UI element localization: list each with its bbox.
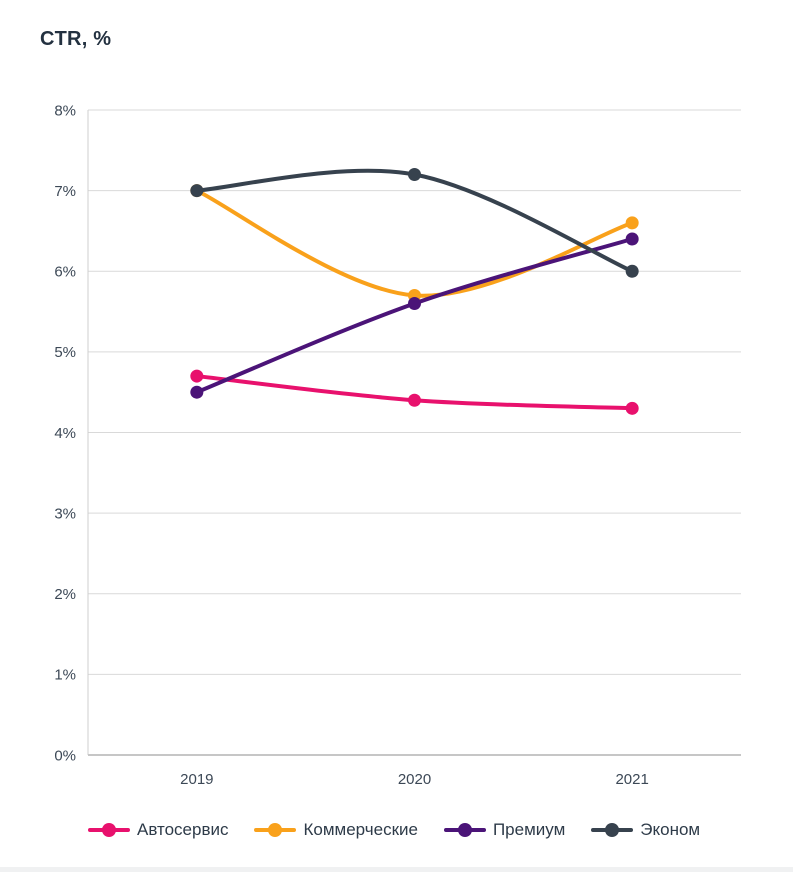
x-tick-label: 2019 xyxy=(180,771,213,788)
legend-label: Премиум xyxy=(492,820,566,839)
legend-dot xyxy=(268,823,283,837)
data-point[interactable] xyxy=(625,264,639,278)
y-tick-label: 7% xyxy=(54,183,76,200)
legend-line-dot-icon xyxy=(443,823,486,837)
y-tick-label: 1% xyxy=(54,667,76,684)
data-point[interactable] xyxy=(625,401,639,415)
legend-dot xyxy=(605,823,620,837)
legend-item[interactable]: Коммерческие xyxy=(254,820,418,840)
data-point[interactable] xyxy=(190,184,204,198)
ctr-line-chart: 0% 1% 2% 3% 4% 5% 6% 7% 8% 2019 2020 2021 xyxy=(54,102,741,788)
data-point[interactable] xyxy=(408,393,421,407)
legend-label: Автосервис xyxy=(137,820,229,839)
chart-title: CTR, % xyxy=(40,28,112,50)
y-tick-label: 5% xyxy=(54,344,76,361)
y-tick-label: 6% xyxy=(54,264,76,281)
data-point[interactable] xyxy=(190,369,204,383)
legend-label: Эконом xyxy=(640,820,701,839)
x-tick-label: 2020 xyxy=(398,771,431,788)
legend-label: Коммерческие xyxy=(303,820,418,839)
y-tick-label: 3% xyxy=(54,505,76,522)
legend-line-dot-icon xyxy=(591,823,634,837)
legend-item[interactable]: Премиум xyxy=(443,820,566,840)
data-point[interactable] xyxy=(190,385,204,399)
y-tick-label: 4% xyxy=(54,425,76,442)
x-tick-label: 2021 xyxy=(615,771,648,788)
data-point[interactable] xyxy=(408,168,421,181)
legend-dot xyxy=(102,823,116,837)
y-tick-label: 2% xyxy=(54,586,76,603)
data-point[interactable] xyxy=(625,216,639,230)
legend-line-dot-icon xyxy=(88,823,130,837)
series-line xyxy=(194,188,635,298)
y-tick-label: 8% xyxy=(54,102,76,119)
legend-line-dot-icon xyxy=(254,823,297,837)
bottom-divider xyxy=(0,867,793,872)
legend-item[interactable]: Эконом xyxy=(591,820,700,840)
legend-item[interactable]: Автосервис xyxy=(88,820,228,840)
data-point[interactable] xyxy=(625,232,639,246)
legend-dot xyxy=(457,823,472,837)
y-tick-label: 0% xyxy=(54,747,76,764)
series-line xyxy=(194,237,635,395)
data-point[interactable] xyxy=(408,297,421,310)
chart-legend: Автосервис Коммерческие Премиум Эконом xyxy=(88,820,700,840)
